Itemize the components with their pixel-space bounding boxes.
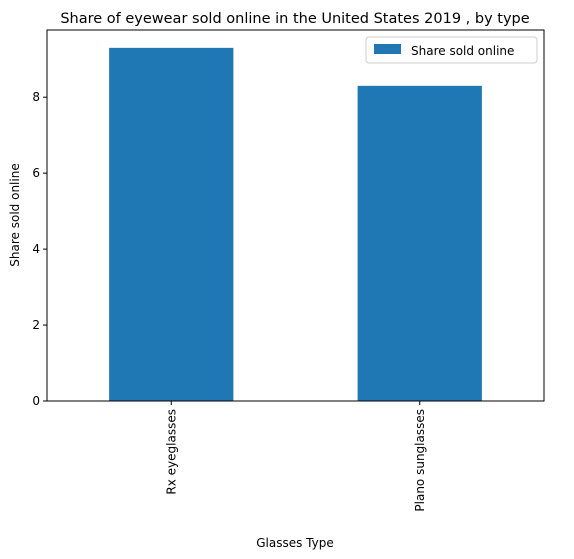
- bar: [109, 47, 234, 401]
- legend: Share sold online: [365, 36, 538, 64]
- y-tick-label: 8: [32, 90, 40, 104]
- x-tick-label: Rx eyeglasses: [164, 409, 178, 495]
- y-axis-label: Share sold online: [8, 163, 22, 266]
- legend-box: [365, 36, 538, 64]
- bar: [357, 85, 482, 402]
- y-axis: 0 2 4 6 8: [32, 90, 47, 408]
- legend-label: Share sold online: [411, 44, 514, 58]
- y-tick-label: 4: [32, 242, 40, 256]
- y-tick-label: 6: [32, 166, 40, 180]
- plot-frame: [46, 29, 545, 402]
- y-tick-label: 2: [32, 318, 40, 332]
- x-axis-label: Glasses Type: [256, 536, 334, 550]
- x-tick-label: Plano sunglasses: [413, 409, 427, 512]
- y-tick-label: 0: [32, 394, 40, 408]
- chart-title: Share of eyewear sold online in the Unit…: [60, 11, 529, 27]
- legend-swatch: [374, 44, 401, 54]
- x-axis: Rx eyeglasses Plano sunglasses: [164, 401, 427, 512]
- plot-area: 0 2 4 6 8 Rx eyeglasses Plano sunglasses: [32, 29, 545, 512]
